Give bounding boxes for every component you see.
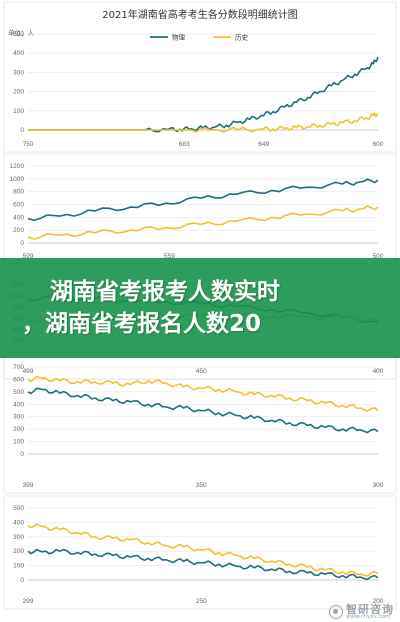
y-tick-label: 200 xyxy=(13,227,24,234)
chart-panel-4: 0 100 200 300 400 500 600 700 399 350 300 xyxy=(3,354,397,494)
series-line-lishi xyxy=(28,112,379,133)
headline-overlay: 湖南省考报考人数实时 ，湖南省考报名人数20 xyxy=(0,258,400,358)
x-tick-label: 600 xyxy=(373,141,384,148)
x-tick-label: 250 xyxy=(196,598,207,605)
x-tick-label: 400 xyxy=(373,368,384,375)
x-tick-label: 649 xyxy=(258,141,269,148)
chart-title: 2021年湖南省高考考生各分数段明细统计图 xyxy=(102,8,297,21)
y-tick-label: 500 xyxy=(13,389,24,396)
y-tick-label: 1200 xyxy=(10,163,25,170)
watermark-name: 智研咨询 xyxy=(346,602,394,616)
y-tick-label: 800 xyxy=(13,189,24,196)
headline-line-1: 湖南省考报考人数实时 xyxy=(50,279,280,305)
watermark-logo-icon xyxy=(329,604,343,619)
x-tick-label: 450 xyxy=(196,368,207,375)
y-tick-label: 1000 xyxy=(10,176,25,183)
series-line-lishi xyxy=(27,375,379,412)
y-tick-label: 0 xyxy=(20,577,24,584)
unit-label: 单位：人 xyxy=(8,28,35,37)
chart-panel-2: 0 200 400 600 800 1000 1200 599 559 500 xyxy=(3,153,397,265)
y-tick-label: 200 xyxy=(13,426,24,433)
x-tick-label: 683 xyxy=(179,141,190,148)
y-tick-label: 300 xyxy=(13,69,24,76)
x-tick-label: 299 xyxy=(23,598,34,605)
y-tick-label: 400 xyxy=(13,50,24,57)
headline-line-2: ，湖南省考报名人数20 xyxy=(22,311,262,337)
y-tick-label: 600 xyxy=(13,202,24,209)
x-tick-label: 200 xyxy=(373,598,384,605)
y-tick-label: 500 xyxy=(13,31,24,38)
series-line-wuli xyxy=(27,387,379,434)
y-tick-label: 0 xyxy=(20,451,24,458)
x-tick-label: 750 xyxy=(23,141,34,148)
y-tick-label: 400 xyxy=(13,519,24,526)
y-tick-label: 200 xyxy=(13,89,24,96)
panel-frame-1 xyxy=(3,1,397,153)
y-tick-label: 100 xyxy=(13,563,24,570)
y-tick-label: 500 xyxy=(13,505,24,512)
watermark: 智研咨询 www.chyxx.com xyxy=(329,604,394,621)
y-tick-label: 400 xyxy=(13,401,24,408)
y-tick-label: 700 xyxy=(13,364,24,371)
y-tick-label: 100 xyxy=(13,439,24,446)
panel-frame-5 xyxy=(3,495,397,610)
x-tick-label: 559 xyxy=(164,253,175,260)
chart-panel-1: 0 100 200 300 400 500 750 683 649 600 2021年湖南省高考考生… xyxy=(3,1,397,153)
y-tick-label: 400 xyxy=(13,214,24,221)
y-tick-label: 0 xyxy=(20,127,24,134)
x-tick-label: 499 xyxy=(23,368,34,375)
chart-panel-5: 0 100 200 300 400 500 299 250 200 xyxy=(3,495,397,610)
x-tick-label: 300 xyxy=(373,482,384,489)
legend-label: 历史 xyxy=(235,33,249,42)
series-line-lishi xyxy=(27,523,379,577)
y-tick-label: 300 xyxy=(13,414,24,421)
x-tick-label: 599 xyxy=(23,253,34,260)
y-tick-label: 200 xyxy=(13,548,24,555)
x-tick-label: 500 xyxy=(373,253,384,260)
x-tick-label: 350 xyxy=(196,482,207,489)
legend-label: 物理 xyxy=(172,33,186,42)
series-line-wuli xyxy=(27,178,379,222)
y-tick-label: 0 xyxy=(20,240,24,247)
series-line-wuli xyxy=(27,548,379,581)
y-tick-label: 300 xyxy=(13,534,24,541)
watermark-url: www.chyxx.com xyxy=(346,613,391,620)
series-line-lishi xyxy=(27,205,379,240)
y-tick-label: 600 xyxy=(13,376,24,383)
x-tick-label: 399 xyxy=(23,482,34,489)
y-tick-label: 100 xyxy=(13,108,24,115)
